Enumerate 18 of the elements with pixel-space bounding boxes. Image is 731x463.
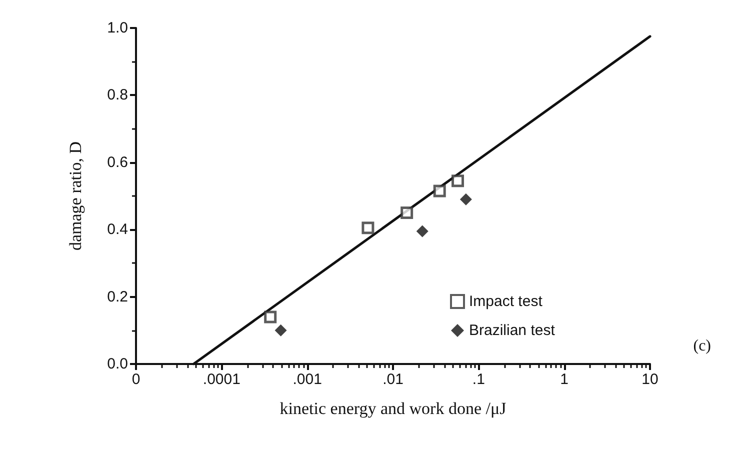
y-axis-title: damage ratio, D	[66, 141, 85, 251]
legend-label: Brazilian test	[469, 322, 556, 339]
y-tick-label: 0.6	[107, 154, 128, 171]
x-tick-label: 1	[560, 371, 569, 388]
text: (c)	[693, 338, 712, 354]
y-tick-label: 1.0	[107, 20, 128, 36]
x-tick-label: .0001	[202, 371, 240, 388]
y-tick-label: 0.8	[107, 86, 128, 104]
y-tick-label: 0.0	[107, 356, 128, 372]
x-tick-label: 0	[132, 371, 140, 388]
x-tick-label: .1	[472, 371, 485, 388]
y-tick-label: 0.2	[107, 288, 128, 306]
y-tick-label: 0.4	[107, 221, 128, 238]
x-tick-label: .01	[382, 371, 404, 388]
legend-label: Impact test	[469, 293, 544, 310]
x-tick-label: 10	[642, 371, 658, 388]
x-tick-label: .001	[292, 371, 322, 388]
x-axis-title: kinetic energy and work done /μJ	[280, 399, 507, 418]
